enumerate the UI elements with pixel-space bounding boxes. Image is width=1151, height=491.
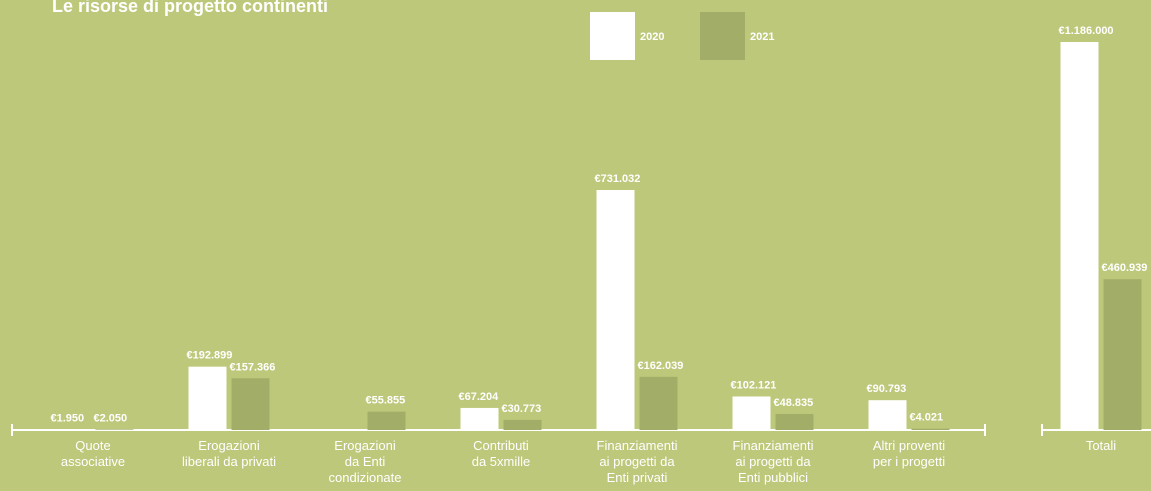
value-label: €102.121	[731, 379, 777, 391]
x-tick-label: Totali	[1085, 438, 1117, 453]
value-label: €48.835	[774, 397, 814, 409]
bar	[1103, 279, 1142, 430]
legend-label: 2021	[750, 31, 774, 43]
legend-swatch	[700, 12, 745, 60]
x-tick-label: Finanziamenti ai progetti da Enti pubbli…	[732, 438, 814, 485]
bar	[95, 429, 134, 430]
value-label: €67.204	[459, 391, 500, 403]
chart-title: Le risorse di progetto continenti	[52, 0, 328, 16]
value-label: €731.032	[595, 173, 641, 185]
value-label: €1.950	[51, 412, 85, 424]
x-tick-label: Erogazioni da Enti condizionate	[328, 438, 402, 485]
x-tick-label: Erogazioni liberali da privati	[182, 438, 276, 469]
bar	[732, 396, 771, 430]
value-label: €4.021	[910, 412, 944, 424]
bar	[775, 413, 814, 430]
bar	[460, 407, 499, 430]
x-tick-label: Quote associative	[60, 438, 126, 469]
value-label: €1.186.000	[1059, 25, 1114, 37]
value-label: €157.366	[230, 361, 276, 373]
bar	[52, 429, 91, 430]
x-tick-label: Contributi da 5xmille	[471, 438, 531, 469]
bar	[367, 411, 406, 430]
value-label: €30.773	[502, 403, 542, 415]
bar	[231, 378, 270, 430]
x-tick-label: Altri proventi per i progetti	[872, 438, 946, 469]
value-label: €55.855	[366, 395, 406, 407]
bar	[596, 190, 635, 430]
x-tick-label: Finanziamenti ai progetti da Enti privat…	[596, 438, 678, 485]
value-label: €90.793	[867, 383, 907, 395]
bar	[911, 428, 950, 430]
value-label: €162.039	[638, 360, 684, 372]
value-label: €192.899	[187, 350, 233, 362]
value-label: €2.050	[94, 412, 128, 424]
bar	[503, 419, 542, 430]
legend-label: 2020	[640, 31, 664, 43]
legend-swatch	[590, 12, 635, 60]
bar	[188, 366, 227, 430]
value-label: €460.939	[1102, 262, 1148, 274]
bar	[639, 376, 678, 430]
bar	[1060, 42, 1099, 430]
bar	[868, 400, 907, 430]
